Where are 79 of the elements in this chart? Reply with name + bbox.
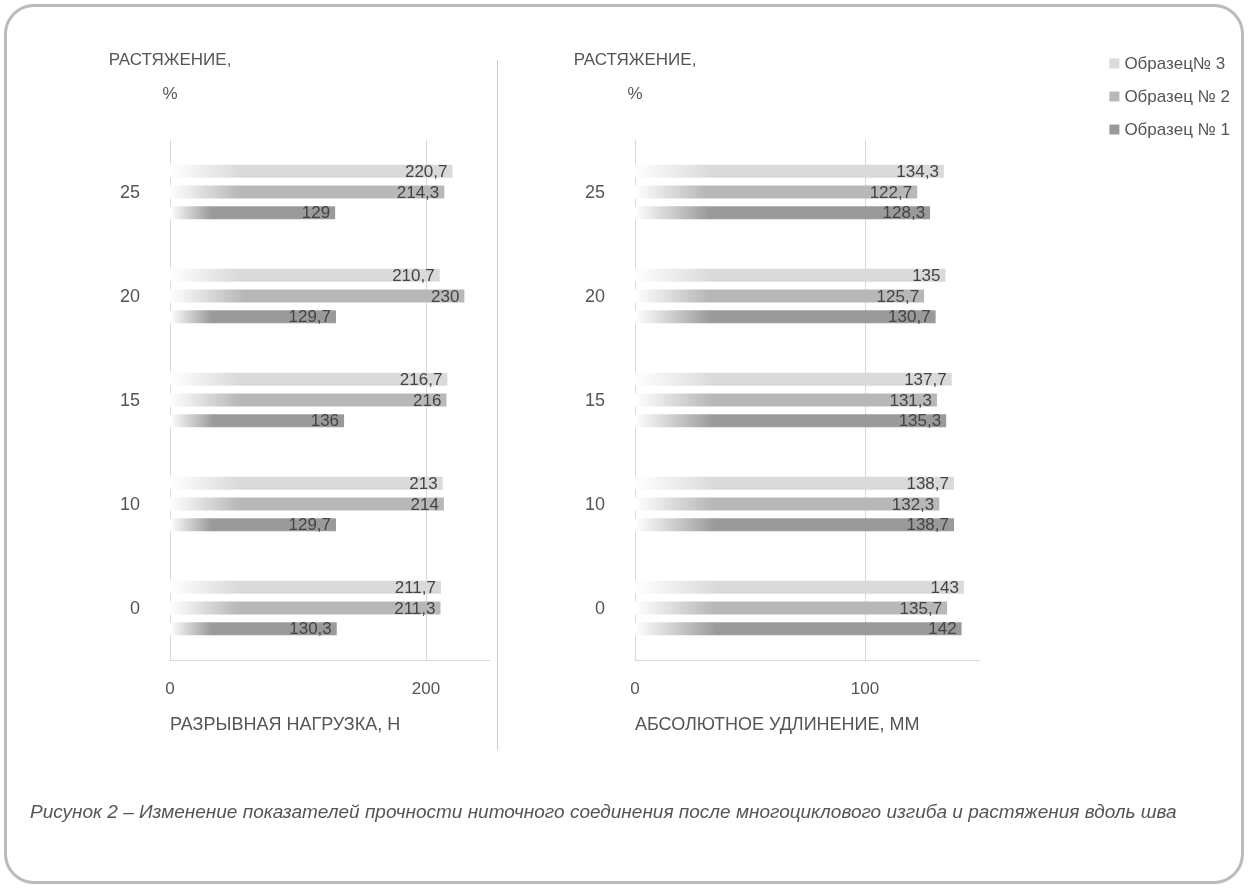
data-label: 129	[301, 203, 331, 223]
bar	[635, 518, 955, 532]
text: Рисунок 2 – Изменение показателей прочности ниточного соединения после многоциклового изгиба и растяжения вдоль шва	[30, 800, 1178, 824]
data-label: 136	[310, 411, 340, 431]
x-tick-label: 0	[165, 679, 175, 698]
bar	[170, 268, 440, 282]
bar	[635, 580, 964, 594]
data-label: 130,3	[289, 619, 332, 639]
bar	[635, 206, 931, 220]
data-label: 138,7	[906, 515, 950, 535]
x-tick-label: 200	[411, 679, 441, 698]
data-label: 211,3	[394, 598, 436, 618]
x-tick-label: 100	[850, 679, 880, 698]
bar	[635, 476, 955, 490]
data-label: 213	[409, 473, 438, 493]
y-axis-title: РАСТЯЖЕНИЕ, %	[108, 49, 232, 103]
data-label: 230	[431, 286, 460, 306]
legend-label: Образец № 2	[1124, 87, 1231, 106]
y-tick-label: 15	[584, 390, 605, 410]
y-tick-label: 0	[129, 598, 140, 618]
bar	[170, 393, 447, 407]
data-label: 214,3	[396, 182, 440, 202]
x-tick-label: 0	[630, 679, 640, 698]
bar	[170, 497, 444, 511]
bar	[635, 310, 936, 324]
data-label: 135,7	[899, 598, 943, 618]
legend-label: Образец№ 3	[1124, 54, 1226, 73]
y-tick-label: 0	[594, 598, 605, 618]
bar	[635, 164, 944, 178]
y-tick-label: 25	[119, 182, 140, 202]
data-label: 135	[912, 265, 941, 285]
data-label: 216	[413, 390, 442, 410]
bar	[635, 414, 947, 428]
data-label: 129,7	[288, 515, 332, 535]
y-tick-label: 20	[584, 286, 605, 306]
y-axis-title: РАСТЯЖЕНИЕ, %	[573, 49, 697, 103]
bar	[635, 185, 918, 199]
bar	[635, 497, 940, 511]
x-axis-title: АБСОЛЮТНОЕ УДЛИНЕНИЕ, ММ	[635, 714, 920, 734]
data-label: 125,7	[876, 286, 920, 306]
data-label: 216,7	[399, 369, 443, 389]
data-label: 128,3	[882, 203, 926, 223]
bar	[170, 580, 441, 594]
bar	[170, 164, 453, 178]
bar	[635, 372, 952, 386]
data-label: 143	[930, 577, 959, 597]
x-axis-title: РАЗРЫВНАЯ НАГРУЗКА, Н	[170, 714, 401, 734]
data-label: 131,3	[889, 390, 932, 410]
data-label: 142	[928, 619, 957, 639]
data-label: 137,7	[904, 369, 947, 389]
bar	[170, 372, 448, 386]
data-label: 132,3	[891, 494, 935, 514]
y-tick-label: 25	[584, 182, 605, 202]
bar	[170, 206, 336, 220]
data-label: 122,7	[869, 182, 913, 202]
data-label: 214	[410, 494, 439, 514]
data-label: 135,3	[898, 411, 942, 431]
y-tick-label: 20	[119, 286, 140, 306]
bar	[635, 393, 937, 407]
data-label: 129,7	[288, 307, 332, 327]
data-label: 211,7	[394, 577, 436, 597]
bar	[170, 601, 441, 615]
y-tick-label: 10	[584, 494, 605, 514]
bar	[635, 622, 962, 636]
y-tick-label: 15	[119, 390, 140, 410]
y-tick-label: 10	[119, 494, 140, 514]
bar	[170, 289, 465, 303]
bar	[170, 185, 445, 199]
bar	[635, 289, 925, 303]
data-label: 210,7	[392, 265, 435, 285]
bar	[170, 414, 345, 428]
data-label: 130,7	[888, 307, 931, 327]
legend-label: Образец № 1	[1124, 120, 1231, 139]
data-label: 138,7	[906, 473, 950, 493]
data-label: 220,7	[404, 161, 448, 181]
data-label: 134,3	[896, 161, 939, 181]
bar	[635, 601, 948, 615]
bar	[170, 476, 443, 490]
bar	[635, 268, 946, 282]
